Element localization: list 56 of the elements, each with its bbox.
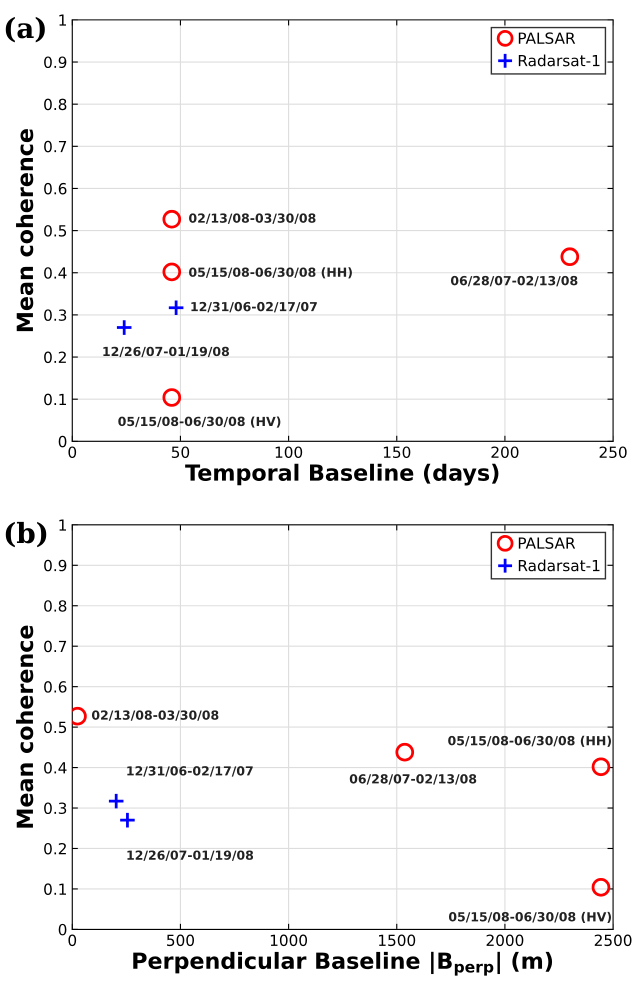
annotation: 06/28/07-02/13/08 — [450, 276, 578, 286]
y-tick-label: 0.5 — [44, 722, 66, 734]
y-tick-label: 0.8 — [44, 98, 66, 110]
y-tick-label: 0.6 — [44, 182, 66, 194]
y-tick-label: 0 — [58, 436, 66, 448]
x-tick-label: 100 — [276, 446, 302, 458]
y-axis-title: Mean coherence — [16, 626, 34, 828]
y-tick-label: 0.1 — [44, 394, 66, 406]
annotation: 12/31/06-02/17/07 — [127, 766, 253, 777]
legend-label: PALSAR — [518, 32, 576, 44]
chart-title: (b) — [6, 522, 46, 548]
x-tick-label: 150 — [384, 446, 410, 458]
x-tick-label: 1000 — [270, 934, 308, 946]
x-tick-label: 1500 — [378, 934, 416, 946]
legend-label: PALSAR — [518, 537, 576, 549]
y-tick-label: 0.3 — [44, 802, 66, 814]
x-tick-label: 2000 — [486, 934, 524, 946]
annotation: 02/13/08-03/30/08 — [92, 710, 218, 721]
y-axis-title: Mean coherence — [16, 129, 34, 332]
legend-label: Radarsat-1 — [518, 54, 600, 66]
y-tick-label: 0.1 — [44, 883, 66, 895]
x-tick-label: 200 — [491, 446, 518, 458]
x-tick-label: 50 — [172, 446, 190, 458]
x-axis-title: Perpendicular Baseline |B$_{perp}$| (m) — [133, 952, 552, 976]
y-tick-label: 0.3 — [44, 309, 66, 321]
annotation: 06/28/07-02/13/08 — [350, 774, 476, 785]
annotation: 02/13/08-03/30/08 — [189, 213, 316, 224]
annotation: 12/31/06-02/17/07 — [191, 302, 317, 312]
annotation: 05/15/08-06/30/08 (HH) — [448, 736, 611, 747]
y-tick-label: 0.7 — [44, 640, 66, 652]
y-tick-label: 0.9 — [44, 560, 66, 572]
y-tick-label: 0.5 — [44, 225, 66, 237]
chart-title: (a) — [6, 16, 45, 42]
annotation: 12/26/07-01/19/08 — [127, 850, 254, 861]
x-tick-label: 250 — [600, 446, 627, 458]
y-tick-label: 0.2 — [44, 842, 66, 854]
x-axis-title: Temporal Baseline (days) — [185, 464, 498, 486]
annotation: 05/15/08-06/30/08 (HV) — [448, 912, 611, 923]
annotation: 05/15/08-06/30/08 (HH) — [189, 267, 352, 278]
y-tick-label: 0.6 — [44, 681, 66, 693]
x-tick-label: 0 — [68, 446, 76, 458]
y-tick-label: 0.8 — [44, 600, 66, 612]
y-tick-label: 1 — [59, 14, 66, 26]
y-tick-label: 0 — [58, 924, 66, 936]
y-tick-label: 0.4 — [44, 267, 67, 279]
y-tick-label: 0.7 — [44, 140, 66, 152]
annotation: 12/26/07-01/19/08 — [103, 346, 229, 358]
y-tick-label: 1 — [59, 520, 66, 531]
annotation: 05/15/08-06/30/08 (HV) — [118, 416, 280, 428]
x-tick-label: 2500 — [594, 934, 632, 946]
y-tick-label: 0.2 — [44, 352, 66, 364]
legend-label: Radarsat-1 — [518, 559, 600, 572]
x-tick-label: 500 — [167, 934, 194, 946]
x-tick-label: 0 — [68, 934, 76, 946]
y-tick-label: 0.9 — [44, 56, 66, 68]
y-tick-label: 0.4 — [44, 762, 67, 774]
